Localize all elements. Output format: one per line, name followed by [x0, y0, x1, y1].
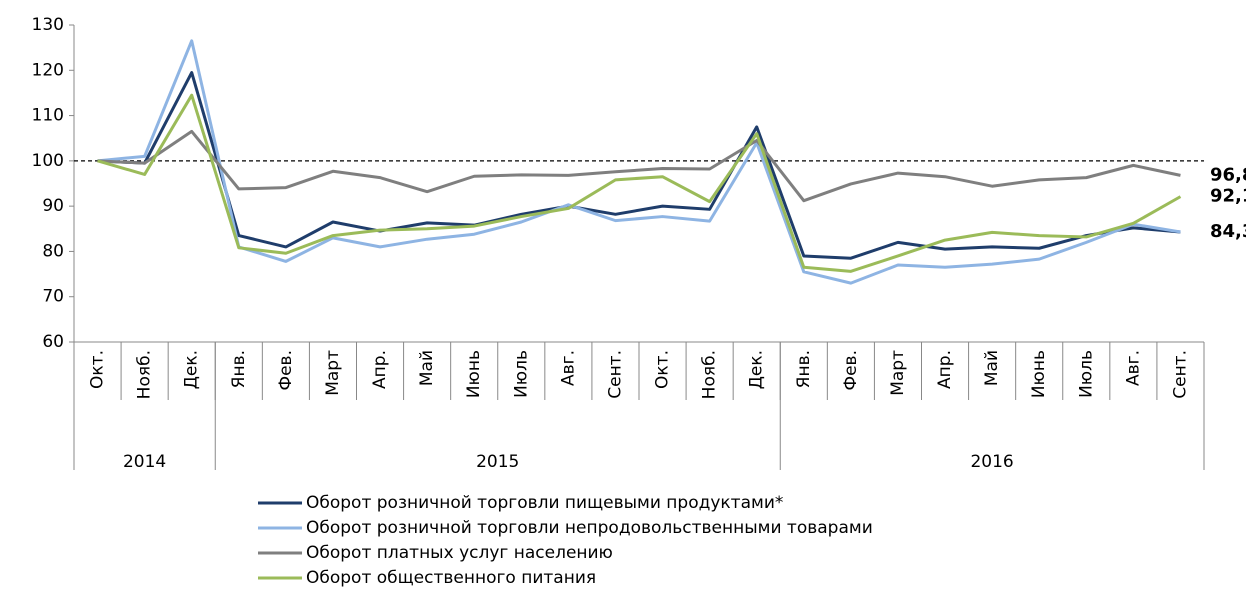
data-label: 92,1: [1210, 186, 1246, 207]
y-tick-label: 90: [42, 196, 64, 216]
y-tick-label: 80: [42, 241, 64, 261]
x-tick-label: Нояб.: [135, 350, 155, 399]
group-label: 2014: [123, 452, 166, 472]
x-tick-label: Авг.: [558, 350, 578, 386]
x-tick-label: Дек.: [182, 350, 202, 389]
y-tick-label: 70: [42, 287, 64, 307]
y-tick-label: 100: [32, 151, 64, 171]
x-tick-label: Май: [982, 350, 1002, 386]
y-tick-label: 120: [32, 60, 64, 80]
group-label: 2015: [476, 452, 519, 472]
x-tick-label: Нояб.: [700, 350, 720, 399]
x-tick-label: Апр.: [935, 350, 955, 389]
x-tick-label: Янв.: [229, 350, 249, 388]
y-tick-label: 130: [32, 15, 64, 35]
y-tick-label: 60: [42, 332, 64, 352]
series-line: [97, 93, 1182, 273]
series-line: [97, 39, 1181, 285]
legend-label: Оборот общественного питания: [306, 568, 596, 588]
legend-label: Оборот розничной торговли пищевыми проду…: [306, 493, 783, 513]
x-tick-label: Сент.: [605, 350, 625, 399]
x-tick-label: Июнь: [464, 350, 484, 398]
x-tick-label: Май: [417, 350, 437, 386]
x-tick-label: Июнь: [1029, 350, 1049, 398]
series-line: [97, 71, 1181, 260]
legend-label: Оборот розничной торговли непродовольств…: [306, 518, 873, 538]
data-label: 84,3: [1210, 221, 1246, 242]
x-tick-label: Окт.: [653, 350, 673, 389]
group-label: 2016: [970, 452, 1013, 472]
x-tick-label: Окт.: [88, 350, 108, 389]
x-tick-label: Март: [323, 350, 343, 396]
x-tick-label: Дек.: [747, 350, 767, 389]
x-tick-label: Июль: [1076, 350, 1096, 398]
x-tick-label: Сент.: [1170, 350, 1190, 399]
series-line: [97, 129, 1181, 203]
data-label: 96,8: [1210, 164, 1246, 185]
x-tick-label: Фев.: [276, 350, 296, 391]
x-tick-label: Июль: [511, 350, 531, 398]
x-tick-label: Авг.: [1123, 350, 1143, 386]
x-tick-label: Март: [888, 350, 908, 396]
x-tick-label: Апр.: [370, 350, 390, 389]
x-tick-label: Янв.: [794, 350, 814, 388]
x-tick-label: Фев.: [841, 350, 861, 391]
y-tick-label: 110: [32, 106, 64, 126]
legend-label: Оборот платных услуг населению: [306, 543, 613, 563]
